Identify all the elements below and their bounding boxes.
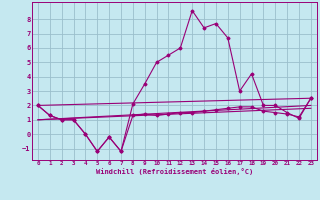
X-axis label: Windchill (Refroidissement éolien,°C): Windchill (Refroidissement éolien,°C)	[96, 168, 253, 175]
